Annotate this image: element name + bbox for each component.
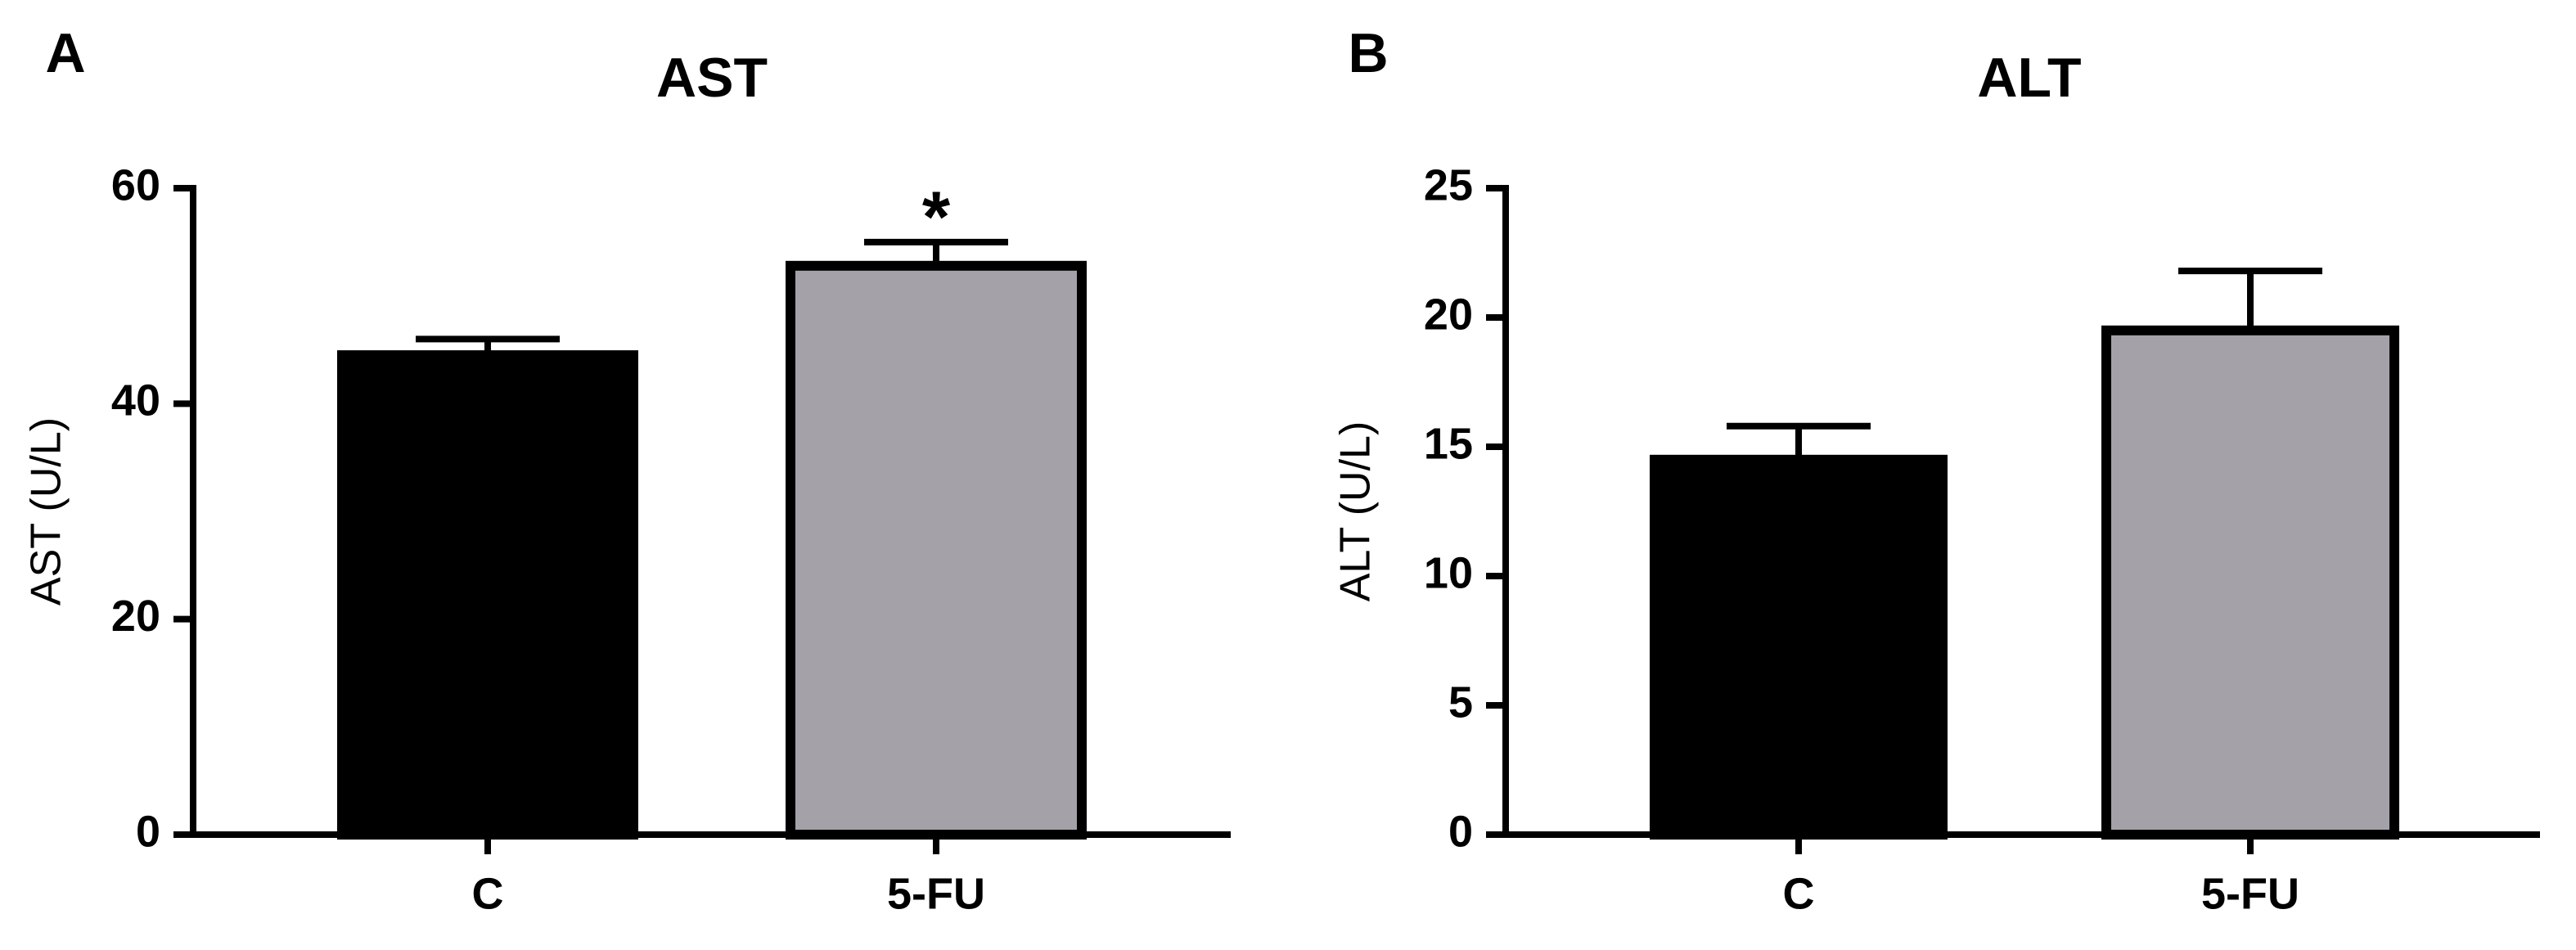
bar — [337, 350, 638, 840]
x-tick-label: C — [472, 869, 504, 918]
y-tick-label: 10 — [1424, 548, 1473, 597]
x-tick-label: 5-FU — [887, 869, 985, 918]
y-tick-label: 5 — [1448, 678, 1473, 727]
y-tick-label: 15 — [1424, 419, 1473, 468]
x-tick-label: 5-FU — [2201, 869, 2299, 918]
bar — [786, 260, 1087, 840]
y-tick-label: 0 — [1448, 807, 1473, 856]
chart-title: ALT — [1977, 47, 2081, 109]
x-tick-label: C — [1783, 869, 1815, 918]
y-tick-label: 20 — [111, 592, 160, 641]
y-tick-label: 20 — [1424, 290, 1473, 339]
y-axis-label: ALT (U/L) — [1332, 421, 1380, 602]
y-tick-label: 25 — [1424, 160, 1473, 209]
y-axis-label: AST (U/L) — [23, 417, 70, 606]
y-tick-label: 40 — [111, 376, 160, 425]
y-tick-label: 0 — [136, 807, 160, 856]
y-tick-label: 60 — [111, 160, 160, 209]
panel-label: A — [45, 22, 85, 84]
bar — [1650, 454, 1948, 840]
panel-label: B — [1348, 22, 1388, 84]
bar — [2101, 325, 2399, 840]
significance-marker: * — [922, 176, 951, 257]
chart-title: AST — [656, 47, 768, 109]
